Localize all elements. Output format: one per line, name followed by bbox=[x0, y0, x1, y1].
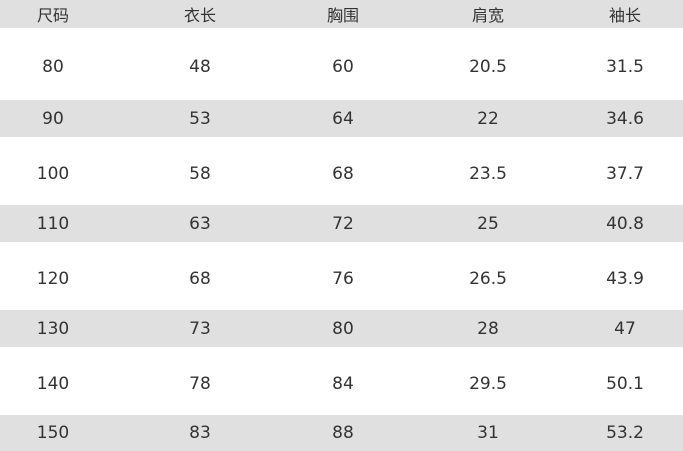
table-cell: 100 bbox=[36, 164, 70, 184]
table-cell: 28 bbox=[477, 318, 499, 339]
table-cell: 25 bbox=[477, 213, 499, 234]
table-cell: 31 bbox=[477, 423, 499, 443]
header-cell: 肩宽 bbox=[471, 6, 505, 25]
table-row: 120 68 76 26.5 43.9 bbox=[0, 242, 683, 310]
table-cell: 68 bbox=[332, 164, 354, 184]
table-cell: 72 bbox=[332, 213, 354, 234]
table-row: 140 78 84 29.5 50.1 bbox=[0, 347, 683, 415]
table-cell: 48 bbox=[189, 57, 211, 77]
table-cell: 34.6 bbox=[606, 108, 644, 129]
table-row: 150 83 88 31 53.2 bbox=[0, 415, 683, 451]
table-cell: 73 bbox=[189, 318, 211, 339]
table-cell: 80 bbox=[332, 318, 354, 339]
table-cell: 68 bbox=[189, 269, 211, 289]
table-cell: 63 bbox=[189, 213, 211, 234]
table-cell: 150 bbox=[36, 423, 70, 443]
table-cell: 83 bbox=[189, 423, 211, 443]
table-cell: 76 bbox=[332, 269, 354, 289]
table-cell: 64 bbox=[332, 108, 354, 129]
table-row: 80 48 60 20.5 31.5 bbox=[0, 28, 683, 100]
table-cell: 78 bbox=[189, 374, 211, 394]
table-cell: 20.5 bbox=[469, 57, 507, 77]
table-cell: 60 bbox=[332, 57, 354, 77]
header-cell: 衣长 bbox=[183, 6, 217, 25]
table-cell: 22 bbox=[477, 108, 499, 129]
table-row: 130 73 80 28 47 bbox=[0, 310, 683, 347]
table-cell: 47 bbox=[614, 318, 636, 339]
table-cell: 110 bbox=[36, 213, 70, 234]
table-cell: 80 bbox=[42, 57, 64, 77]
table-cell: 140 bbox=[36, 374, 70, 394]
table-cell: 88 bbox=[332, 423, 354, 443]
table-cell: 120 bbox=[36, 269, 70, 289]
table-cell: 53.2 bbox=[606, 423, 644, 443]
table-cell: 29.5 bbox=[469, 374, 507, 394]
table-cell: 23.5 bbox=[469, 164, 507, 184]
table-cell: 130 bbox=[36, 318, 70, 339]
table-cell: 53 bbox=[189, 108, 211, 129]
table-cell: 40.8 bbox=[606, 213, 644, 234]
table-cell: 31.5 bbox=[606, 57, 644, 77]
header-cell: 尺码 bbox=[36, 6, 70, 25]
table-row: 110 63 72 25 40.8 bbox=[0, 205, 683, 242]
table-cell: 84 bbox=[332, 374, 354, 394]
table-cell: 58 bbox=[189, 164, 211, 184]
table-header: 尺码 衣长 胸围 肩宽 袖长 bbox=[0, 0, 683, 28]
table-cell: 37.7 bbox=[606, 164, 644, 184]
table-row: 100 58 68 23.5 37.7 bbox=[0, 137, 683, 205]
header-cell: 袖长 bbox=[608, 6, 642, 25]
table-cell: 26.5 bbox=[469, 269, 507, 289]
table-cell: 90 bbox=[42, 108, 64, 129]
table-cell: 43.9 bbox=[606, 269, 644, 289]
header-cell: 胸围 bbox=[326, 6, 360, 25]
table-cell: 50.1 bbox=[606, 374, 644, 394]
table-row: 90 53 64 22 34.6 bbox=[0, 100, 683, 137]
